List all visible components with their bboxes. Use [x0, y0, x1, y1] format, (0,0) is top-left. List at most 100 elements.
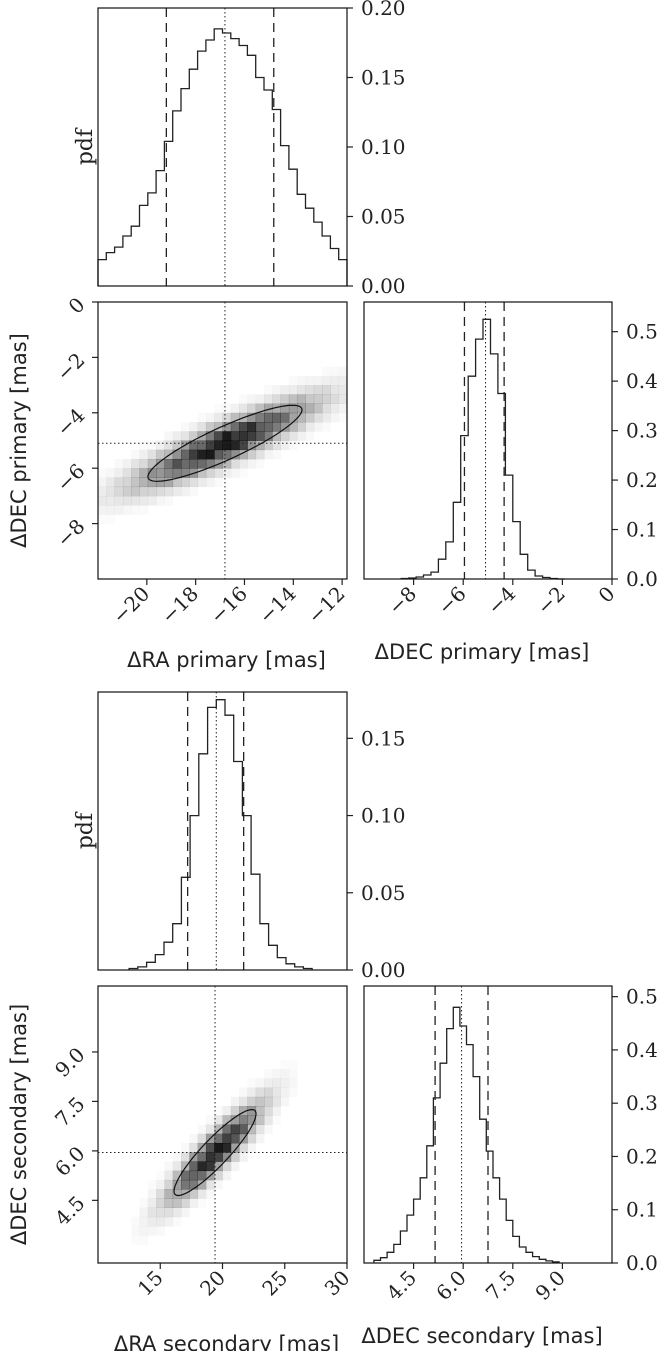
- primary-joint-density-cell: [214, 449, 223, 460]
- primary-ra-hist-bin: [181, 89, 189, 286]
- secondary-joint-density-cell: [197, 1179, 207, 1190]
- primary-joint-density-cell: [131, 450, 140, 460]
- primary-ra-hist-bin: [339, 260, 347, 286]
- secondary-joint-density-cell: [247, 1124, 257, 1135]
- secondary-joint-density-cell: [181, 1198, 190, 1208]
- secondary-joint-density-cell: [156, 1216, 165, 1227]
- primary-joint-density-cell: [148, 441, 157, 451]
- primary-joint-density-cell: [305, 403, 315, 414]
- primary-joint-density-cell: [98, 468, 107, 478]
- primary-joint-density-cell: [172, 468, 182, 478]
- primary-ra-hist-bin: [223, 33, 231, 286]
- primary-ra-hist-bin: [140, 205, 148, 286]
- primary-joint-density-cell: [322, 367, 331, 377]
- secondary-joint-density-cell: [156, 1207, 165, 1218]
- secondary-dec-hist-bin: [427, 1146, 434, 1263]
- primary-joint-density-cell: [172, 431, 182, 441]
- primary-joint-density-cells: [98, 367, 348, 515]
- primary-joint-density-cell: [338, 385, 348, 395]
- primary-joint-density-cell: [205, 440, 215, 451]
- secondary-ra-hist-ytick-label: 0.10: [361, 804, 406, 828]
- primary-dec-hist-bin: [528, 570, 535, 579]
- primary-ra-hist-bin: [156, 171, 164, 286]
- secondary-joint-density-cell: [222, 1124, 232, 1135]
- secondary-joint-density-cell: [189, 1198, 198, 1208]
- primary-joint-density-cell: [131, 468, 140, 478]
- secondary-joint-density-cell: [172, 1161, 182, 1172]
- primary-joint-density-cell: [239, 403, 248, 414]
- primary-joint-density-cell: [140, 441, 149, 451]
- secondary-joint-density-cell: [230, 1115, 240, 1125]
- secondary-joint-density-cell: [156, 1171, 165, 1181]
- primary-joint-density-cell: [205, 468, 215, 478]
- primary-joint-density-cell: [272, 440, 281, 451]
- secondary-joint-density-cell: [205, 1152, 215, 1162]
- primary-joint-density-cell: [239, 449, 248, 460]
- primary-joint-density-cell: [231, 468, 240, 478]
- secondary-joint-density-cell: [247, 1142, 257, 1153]
- secondary-joint-density-cell: [247, 1133, 257, 1144]
- secondary-joint-density-cell: [289, 1078, 298, 1088]
- secondary-joint-density-cell: [139, 1216, 149, 1227]
- secondary-joint-density-cell: [189, 1170, 198, 1181]
- secondary-joint-density-cell: [239, 1106, 248, 1116]
- primary-dec-hist-histogram-outline: [400, 318, 565, 580]
- primary-dec-hist-bin: [490, 354, 497, 579]
- primary-ra-hist-bin: [306, 208, 314, 286]
- secondary-joint-density-cell: [164, 1207, 174, 1218]
- primary-ra-hist-bin: [123, 236, 131, 286]
- primary-joint-density-cell: [106, 505, 115, 515]
- primary-joint-density-cell: [164, 496, 173, 506]
- primary-ra-hist-bin: [289, 169, 297, 286]
- primary-joint-density-cell: [98, 477, 107, 488]
- secondary-joint-density-cell: [139, 1207, 149, 1218]
- primary-joint-density-cell: [205, 422, 215, 432]
- primary-joint-density-cell: [98, 486, 107, 497]
- secondary-joint-density-cell: [239, 1124, 248, 1135]
- primary-joint-density-cell: [139, 486, 149, 497]
- primary-joint-density-panel: −20 −18 −16 −14 −12 0 −2 −4 −6 −8 ΔDEC primary [ma…: [7, 293, 350, 672]
- secondary-dec-hist-bin: [381, 1258, 388, 1263]
- secondary-joint-density-cell: [230, 1152, 240, 1162]
- primary-joint-density-cell: [247, 440, 257, 451]
- primary-joint-density-cell: [247, 403, 257, 414]
- primary-joint-density-cell: [197, 422, 207, 432]
- primary-joint-density-cell: [222, 468, 232, 478]
- secondary-joint-density-cell: [222, 1161, 232, 1172]
- secondary-joint-density-cell: [140, 1235, 149, 1245]
- secondary-dec-hist-ytick-label: 0.4: [626, 1038, 658, 1062]
- secondary-joint-xlabel: ΔRA secondary [mas]: [114, 1332, 339, 1351]
- primary-joint-density-cell: [313, 394, 323, 404]
- primary-ra-hist-bin: [173, 111, 181, 286]
- secondary-ra-hist-bin: [286, 964, 295, 970]
- secondary-joint-density-cell: [156, 1179, 165, 1190]
- primary-ra-histogram-panel: 0.00 0.05 0.10 0.15 0.20 pdf: [73, 0, 406, 298]
- secondary-dec-hist-bin: [519, 1247, 526, 1263]
- secondary-joint-density-cell: [172, 1207, 182, 1218]
- primary-joint-density-cell: [198, 413, 207, 423]
- secondary-joint-density-cell: [197, 1170, 207, 1181]
- secondary-joint-density-cell: [289, 1069, 298, 1079]
- secondary-joint-density-cell: [230, 1106, 240, 1116]
- primary-joint-density-cell: [322, 394, 331, 404]
- primary-ra-hist-bin: [264, 90, 272, 286]
- primary-joint-density-cell: [239, 458, 248, 469]
- secondary-joint-density-cell: [205, 1142, 215, 1153]
- primary-joint-density-cell: [205, 431, 215, 441]
- primary-joint-density-cell: [297, 422, 306, 432]
- secondary-joint-density-cell: [247, 1096, 257, 1107]
- secondary-ra-hist-bin: [147, 962, 156, 970]
- secondary-joint-density-cell: [131, 1235, 140, 1245]
- primary-joint-density-cell: [114, 495, 124, 506]
- primary-joint-density-cell: [147, 468, 157, 478]
- secondary-ra-hist-bin: [269, 945, 278, 970]
- primary-joint-density-cell: [272, 385, 281, 395]
- secondary-joint-density-cell: [148, 1226, 157, 1236]
- primary-joint-density-cell: [189, 440, 198, 451]
- primary-joint-density-cell: [239, 431, 248, 441]
- primary-joint-density-cell: [313, 375, 323, 386]
- secondary-dec-hist-ytick-label: 0.2: [626, 1144, 658, 1168]
- secondary-joint-density-cell: [164, 1179, 174, 1190]
- secondary-joint-density-cell: [272, 1087, 281, 1098]
- primary-ra-hist-bin: [115, 247, 123, 286]
